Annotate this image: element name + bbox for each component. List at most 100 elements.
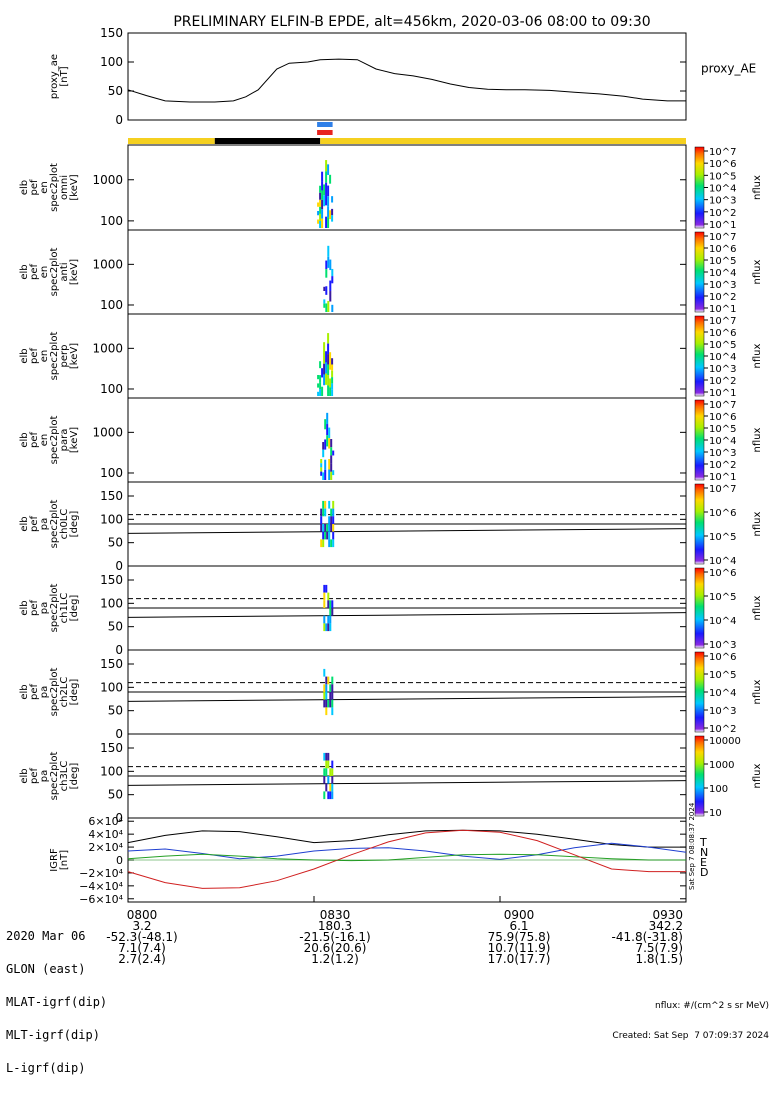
y-tick-label: 100: [100, 596, 123, 610]
spectrogram-pixel: [330, 471, 333, 480]
spectrogram-pixel: [331, 208, 334, 216]
spectrogram-pixel: [328, 500, 331, 509]
colorbar-label: nflux: [752, 511, 763, 536]
y-tick-label: 50: [108, 536, 123, 550]
spectrogram-pixel: [326, 424, 329, 436]
y-tick-label: 50: [108, 788, 123, 802]
colorbar-tick-label: 10^7: [709, 232, 736, 243]
spectrogram-pixel: [325, 373, 328, 385]
spectrogram-pixel: [323, 668, 326, 677]
y-axis-label: spec2plot: [49, 584, 60, 633]
elfin-summary-plot: PRELIMINARY ELFIN-B EPDE, alt=456km, 202…: [6, 14, 769, 1074]
spectrogram-pixel: [327, 385, 330, 396]
y-axis-label: perp: [59, 345, 70, 368]
colorbar-label: nflux: [752, 343, 763, 368]
orbit-value: 6.1: [509, 919, 528, 933]
y-tick-label: 1000: [92, 173, 123, 187]
y-axis-label: proxy_ae: [49, 54, 60, 99]
spectrogram-pixel: [323, 752, 326, 761]
x-tick-label: 0900: [504, 908, 535, 922]
colorbar-tick-label: 10^5: [709, 592, 736, 603]
spectrogram-pixel: [323, 699, 326, 708]
y-axis-label: anti: [59, 262, 70, 281]
spectrogram-pixel: [331, 791, 334, 800]
plot-title: PRELIMINARY ELFIN-B EPDE, alt=456km, 202…: [173, 14, 650, 30]
spectrogram-pixel: [332, 450, 335, 456]
spectrogram-pixel: [325, 362, 328, 374]
orbit-value: 7.1(7.4): [118, 941, 166, 955]
y-axis-label: pa: [39, 602, 50, 614]
series-proxy_AE-line: [127, 58, 686, 103]
side-timestamp: Sat Sep 7 08:08:37 2024: [688, 802, 696, 890]
spectrogram-pixel: [331, 707, 334, 716]
spectrogram-pixel: [331, 783, 334, 792]
y-axis-label: elb: [19, 348, 30, 363]
spectrogram-pixel: [321, 386, 324, 396]
y-tick-label: 50: [108, 84, 123, 98]
y-axis-label: pef: [29, 684, 40, 701]
spectrogram-pixel: [325, 623, 328, 632]
y-axis-label: pef: [29, 432, 40, 449]
spectrogram-pixel: [331, 196, 334, 203]
colorbar: [694, 146, 705, 229]
spectrogram-pixel: [321, 218, 324, 228]
spectrogram-pixel: [330, 516, 333, 524]
y-tick-label: 0: [116, 854, 123, 867]
orbit-value: 1.2(1.2): [311, 952, 359, 966]
spectrogram-pixel: [322, 539, 325, 548]
spectrogram-pixel: [320, 463, 323, 468]
spectrogram-pixel: [323, 195, 326, 207]
row-label-mlat: MLAT-igrf(dip): [6, 995, 108, 1009]
colorbar-label: nflux: [752, 763, 763, 788]
spectrogram-pixel: [325, 286, 328, 295]
y-axis-label: spec2plot: [49, 752, 60, 801]
colorbar-tick-label: 10^6: [709, 328, 736, 339]
colorbar-tick-label: 10^4: [709, 616, 736, 627]
spectrogram-pixel: [323, 791, 326, 800]
loss-cone-line: [127, 780, 687, 786]
y-axis-label: spec2plot: [49, 416, 60, 465]
spectrogram-pixel: [327, 206, 330, 218]
colorbar-tick-label: 10^2: [709, 460, 736, 471]
series-T-line: [127, 829, 686, 848]
status-bar-segment: [128, 138, 215, 144]
orbit-value: 20.6(20.6): [304, 941, 367, 955]
spectrogram-pixel: [330, 539, 333, 548]
y-axis-label: elb: [19, 768, 30, 783]
spectrogram-pixel: [320, 459, 323, 464]
y-tick-label: 150: [100, 489, 123, 503]
orbit-value: -41.8(-31.8): [612, 930, 683, 944]
y-axis-label: pef: [29, 179, 40, 196]
spectrogram-pixel: [325, 351, 328, 363]
spectrogram-pixel: [331, 776, 334, 784]
spectrogram-pixel: [332, 516, 335, 524]
colorbar-label: nflux: [752, 427, 763, 452]
spectrogram-pixel: [321, 199, 324, 210]
spectrogram-pixel: [323, 615, 326, 624]
spectrogram-pixel: [323, 600, 326, 608]
spectrogram-pixel: [331, 358, 334, 365]
colorbar-tick-label: 10^6: [709, 508, 736, 519]
y-tick-label: 100: [100, 298, 123, 312]
colorbar-tick-label: 10^4: [709, 556, 736, 567]
spectrogram-pixel: [328, 524, 331, 532]
spectrogram-pixel: [325, 684, 328, 692]
spectrogram-pixel: [319, 375, 322, 383]
colorbar-tick-label: 10^4: [709, 688, 736, 699]
spectrogram-pixel: [325, 216, 328, 228]
colorbar-tick-label: 10^7: [709, 147, 736, 158]
spectrogram-pixel: [331, 692, 334, 700]
spectrogram-pixel: [332, 524, 335, 532]
colorbar-tick-label: 10^6: [709, 244, 736, 255]
spectrogram-pixel: [328, 469, 331, 480]
spectrogram-pixel: [326, 412, 329, 425]
y-axis-label: spec2plot: [49, 332, 60, 381]
spectrogram-pixel: [330, 439, 333, 448]
y-tick-label: 4×10⁴: [88, 828, 123, 841]
spectrogram-pixel: [331, 760, 334, 769]
colorbar-label: nflux: [752, 175, 763, 200]
spectrogram-pixel: [331, 304, 334, 312]
